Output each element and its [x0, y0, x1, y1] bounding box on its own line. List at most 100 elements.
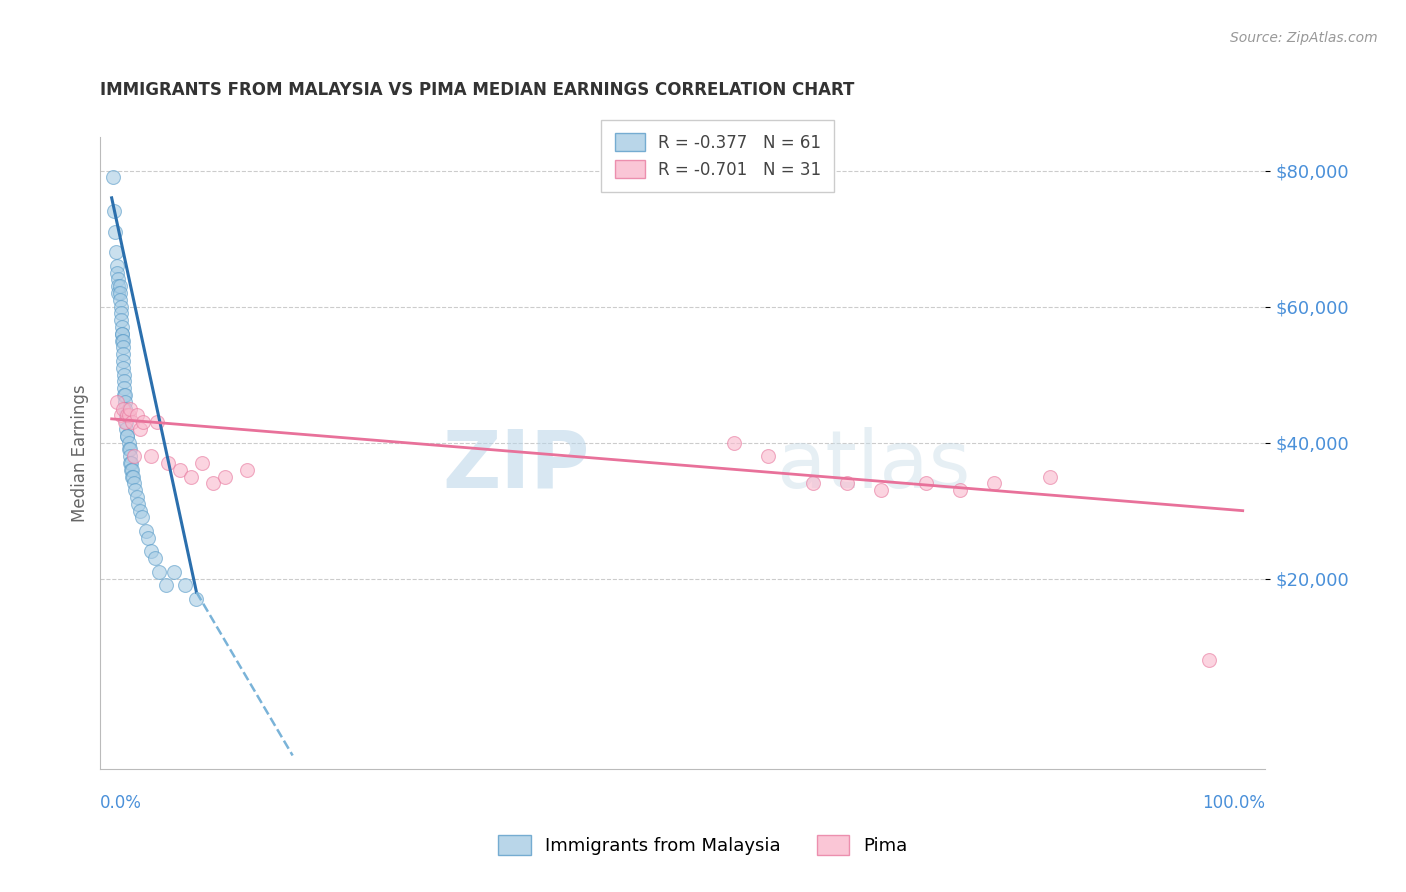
Point: [120, 463, 142, 477]
Point: [148, 565, 170, 579]
Point: [117, 409, 139, 423]
Point: [107, 272, 129, 286]
Point: [129, 504, 152, 518]
Point: [111, 334, 134, 348]
Point: [117, 429, 139, 443]
Point: [186, 592, 208, 607]
Point: [110, 306, 132, 320]
Point: [129, 422, 152, 436]
Point: [124, 483, 146, 498]
Point: [117, 442, 139, 457]
Point: [127, 497, 149, 511]
Text: IMMIGRANTS FROM MALAYSIA VS PIMA MEDIAN EARNINGS CORRELATION CHART: IMMIGRANTS FROM MALAYSIA VS PIMA MEDIAN …: [100, 80, 855, 99]
Point: [143, 551, 166, 566]
Point: [114, 401, 136, 416]
Point: [115, 422, 138, 436]
Point: [983, 476, 1005, 491]
Point: [112, 375, 135, 389]
Point: [111, 334, 134, 348]
Point: [146, 415, 169, 429]
Text: ZIP: ZIP: [443, 426, 589, 505]
Point: [191, 456, 214, 470]
Point: [169, 463, 191, 477]
Point: [111, 347, 134, 361]
Point: [111, 326, 134, 341]
Y-axis label: Median Earnings: Median Earnings: [72, 384, 89, 522]
Point: [202, 476, 225, 491]
Point: [111, 401, 134, 416]
Point: [111, 341, 134, 355]
Point: [114, 388, 136, 402]
Text: atlas: atlas: [776, 426, 970, 505]
Point: [949, 483, 972, 498]
Point: [835, 476, 858, 491]
Legend: R = -0.377   N = 61, R = -0.701   N = 31: R = -0.377 N = 61, R = -0.701 N = 31: [602, 120, 834, 192]
Point: [111, 354, 134, 368]
Point: [112, 368, 135, 382]
Point: [105, 266, 128, 280]
Point: [110, 300, 132, 314]
Point: [105, 395, 128, 409]
Point: [118, 442, 141, 457]
Point: [115, 409, 138, 423]
Point: [756, 450, 779, 464]
Point: [117, 435, 139, 450]
Text: Source: ZipAtlas.com: Source: ZipAtlas.com: [1230, 31, 1378, 45]
Point: [118, 456, 141, 470]
Point: [110, 313, 132, 327]
Point: [121, 469, 143, 483]
Point: [114, 415, 136, 429]
Point: [125, 409, 148, 423]
Point: [108, 279, 131, 293]
Point: [214, 469, 236, 483]
Point: [180, 469, 202, 483]
Point: [108, 286, 131, 301]
Point: [801, 476, 824, 491]
Point: [121, 463, 143, 477]
Point: [157, 456, 180, 470]
Point: [101, 170, 124, 185]
Point: [122, 469, 145, 483]
Point: [117, 429, 139, 443]
Point: [105, 259, 128, 273]
Point: [125, 490, 148, 504]
Point: [174, 578, 197, 592]
Point: [869, 483, 891, 498]
Point: [131, 510, 153, 524]
Point: [1039, 469, 1062, 483]
Point: [135, 524, 157, 538]
Point: [120, 456, 142, 470]
Point: [115, 415, 138, 429]
Point: [107, 286, 129, 301]
Point: [108, 293, 131, 307]
Point: [124, 476, 146, 491]
Point: [915, 476, 938, 491]
Text: 100.0%: 100.0%: [1202, 795, 1265, 813]
Point: [723, 435, 745, 450]
Point: [136, 531, 159, 545]
Text: 0.0%: 0.0%: [100, 795, 142, 813]
Point: [107, 279, 129, 293]
Point: [103, 204, 125, 219]
Point: [1198, 653, 1220, 667]
Point: [141, 544, 163, 558]
Point: [105, 245, 128, 260]
Point: [155, 578, 177, 592]
Point: [112, 388, 135, 402]
Point: [111, 360, 134, 375]
Point: [121, 415, 143, 429]
Point: [117, 409, 139, 423]
Point: [124, 450, 146, 464]
Point: [118, 401, 141, 416]
Point: [104, 225, 127, 239]
Point: [118, 450, 141, 464]
Legend: Immigrants from Malaysia, Pima: Immigrants from Malaysia, Pima: [484, 821, 922, 870]
Point: [132, 415, 155, 429]
Point: [112, 381, 135, 395]
Point: [110, 409, 132, 423]
Point: [114, 395, 136, 409]
Point: [163, 565, 186, 579]
Point: [141, 450, 163, 464]
Point: [111, 326, 134, 341]
Point: [236, 463, 259, 477]
